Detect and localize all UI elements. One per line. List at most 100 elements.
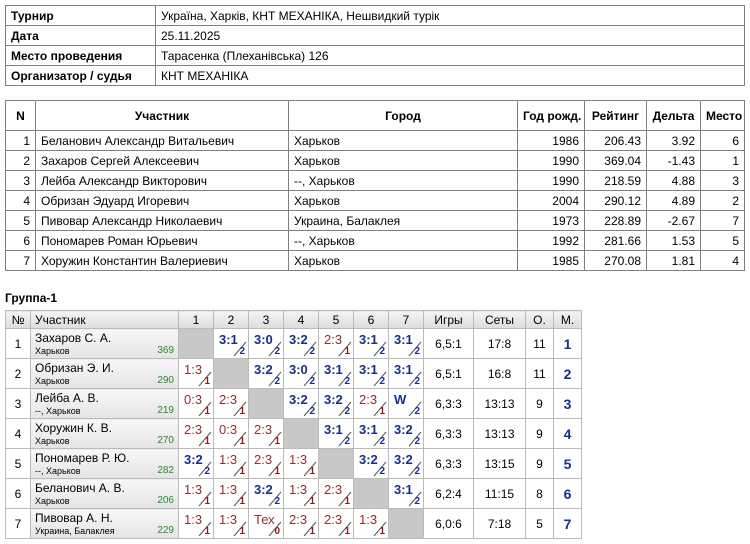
divider-line — [338, 491, 352, 507]
divider — [373, 521, 387, 537]
match-score: 3:1 — [359, 362, 378, 377]
row-number: 3 — [5, 388, 31, 419]
self-cell — [388, 508, 424, 539]
row-number: 6 — [5, 478, 31, 509]
divider — [268, 431, 282, 447]
cell: 206.43 — [584, 130, 647, 151]
points: 11 — [525, 328, 554, 359]
match-points: 2 — [414, 346, 420, 357]
divider — [338, 521, 352, 537]
match-points: 1 — [344, 346, 350, 357]
match-score: 3:2 — [289, 332, 308, 347]
divider — [303, 461, 317, 477]
cell: 5 — [700, 230, 745, 251]
cell: 7 — [5, 250, 36, 271]
score-cell: 3:2 2 — [388, 448, 424, 479]
divider-line — [373, 521, 387, 537]
divider-line — [233, 461, 247, 477]
score-cell: 3:1 2 — [388, 358, 424, 389]
sets: 13:15 — [473, 448, 526, 479]
divider — [408, 371, 422, 387]
score-cell: 2:3 1 — [213, 388, 249, 419]
score-cell: 3:1 2 — [318, 358, 354, 389]
group-title: Группа-1 — [5, 291, 58, 305]
match-points: 2 — [309, 406, 315, 417]
match-points: 1 — [344, 496, 350, 507]
player-city: Харьков — [35, 346, 70, 356]
score-cell: 1:3 1 — [213, 508, 249, 539]
info-value: 25.11.2025 — [155, 25, 745, 46]
divider — [373, 461, 387, 477]
info-table: Турнир Україна, Харків, КНТ МЕХАНІКА, Неш… — [5, 5, 745, 86]
column-header: Рейтинг — [584, 100, 647, 131]
player-name: Обризан Э. И. — [35, 361, 114, 375]
score-cell: 1:3 1 — [283, 478, 319, 509]
divider — [233, 431, 247, 447]
participant-row: 2 Захаров Сергей Алексеевич Харьков 1990 369… — [5, 150, 745, 171]
divider-line — [303, 461, 317, 477]
match-points: 1 — [204, 496, 210, 507]
match-points: 2 — [414, 466, 420, 477]
divider — [198, 491, 212, 507]
match-score: 3:0 — [254, 332, 273, 347]
sets: 17:8 — [473, 328, 526, 359]
divider-line — [268, 461, 282, 477]
match-score: 3:2 — [324, 392, 343, 407]
match-score: 3:1 — [359, 422, 378, 437]
divider-line — [408, 491, 422, 507]
score-cell: 3:2 2 — [248, 478, 284, 509]
participant-row: 7 Хоружин Константин Валериевич Харьков 198… — [5, 250, 745, 271]
column-header: Дельта — [646, 100, 701, 131]
info-value: Україна, Харків, КНТ МЕХАНІКА, Нешвидкий… — [155, 5, 745, 26]
divider-line — [303, 371, 317, 387]
points: 9 — [525, 448, 554, 479]
player-name: Пономарев Р. Ю. — [35, 451, 130, 465]
match-score: 2:3 — [184, 422, 203, 437]
score-cell: 2:3 1 — [318, 478, 354, 509]
match-score: 1:3 — [184, 362, 203, 377]
divider-line — [268, 491, 282, 507]
match-points: 2 — [344, 436, 350, 447]
cell: Харьков — [288, 190, 518, 211]
cell: Харьков — [288, 130, 518, 151]
cell: --, Харьков — [288, 230, 518, 251]
player-rating: 369 — [157, 345, 174, 356]
cell: Захаров Сергей Алексеевич — [35, 150, 289, 171]
cell: Харьков — [288, 150, 518, 171]
self-cell — [178, 328, 214, 359]
sets: 13:13 — [473, 418, 526, 449]
divider — [198, 521, 212, 537]
match-score: 0:3 — [219, 422, 238, 437]
divider-line — [268, 371, 282, 387]
match-points: 1 — [309, 466, 315, 477]
column-header: 3 — [248, 310, 284, 329]
player-city: Украина, Балаклея — [35, 526, 115, 536]
match-score: 2:3 — [324, 482, 343, 497]
player-cell: Лейба А. В. --, Харьков 219 — [30, 388, 179, 419]
divider — [233, 461, 247, 477]
cell: Обризан Эдуард Игоревич — [35, 190, 289, 211]
cell: Украина, Балаклея — [288, 210, 518, 231]
place: 1 — [553, 328, 582, 359]
score-cell: 2:3 1 — [178, 418, 214, 449]
player-rating: 290 — [157, 375, 174, 386]
player-city: Харьков — [35, 496, 70, 506]
row-number: 5 — [5, 448, 31, 479]
match-points: 1 — [379, 526, 385, 537]
cell: 1.53 — [646, 230, 701, 251]
score-cell: 0:3 1 — [213, 418, 249, 449]
match-score: 2:3 — [254, 452, 273, 467]
participant-row: 6 Пономарев Роман Юрьевич --, Харьков 1992 2… — [5, 230, 745, 251]
column-header: Участник — [30, 310, 179, 329]
divider-line — [408, 461, 422, 477]
match-score: 3:2 — [394, 422, 413, 437]
row-number: 4 — [5, 418, 31, 449]
info-row: Турнир Україна, Харків, КНТ МЕХАНІКА, Неш… — [5, 5, 745, 26]
divider-line — [233, 401, 247, 417]
divider — [233, 341, 247, 357]
divider — [303, 491, 317, 507]
score-cell: 1:3 1 — [213, 448, 249, 479]
match-score: 3:1 — [394, 482, 413, 497]
cell: 3.92 — [646, 130, 701, 151]
